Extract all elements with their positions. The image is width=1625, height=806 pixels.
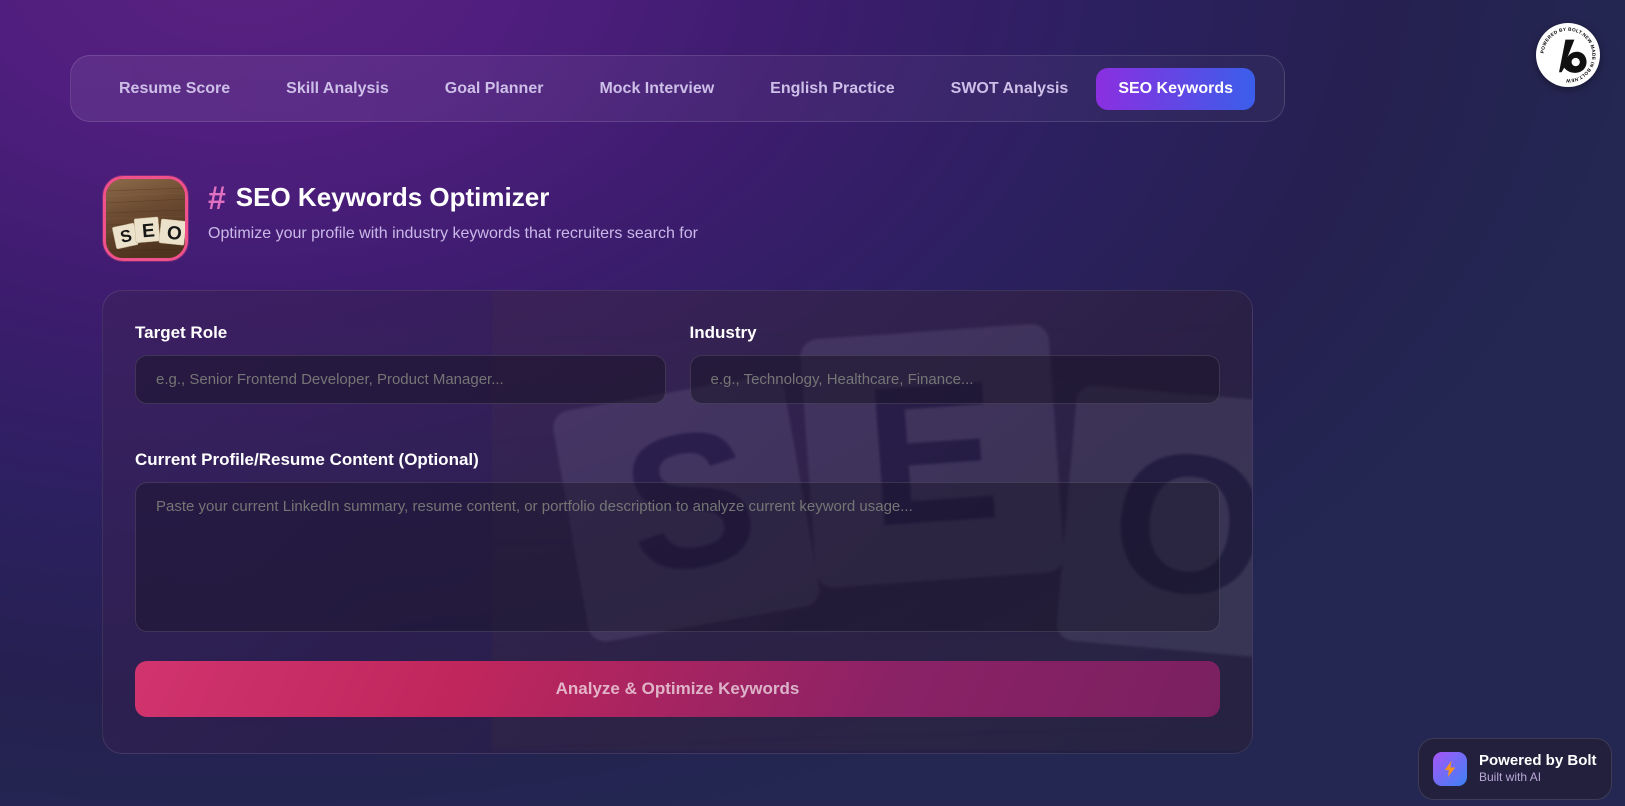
svg-text:O: O [166, 223, 183, 245]
svg-text:E: E [141, 220, 155, 242]
